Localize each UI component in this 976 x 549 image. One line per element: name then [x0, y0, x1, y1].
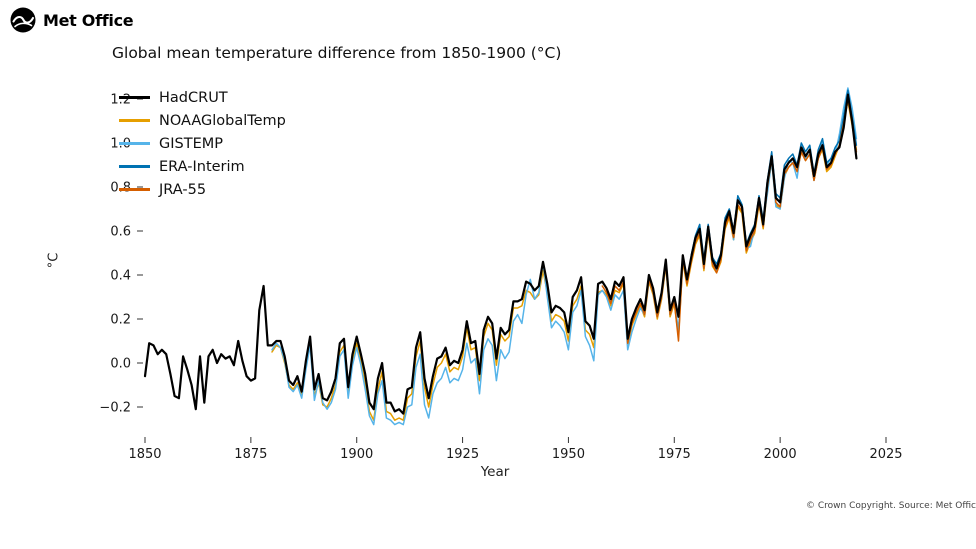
series-line-noaaglobaltemp	[271, 100, 858, 421]
legend-swatch-gistemp	[119, 142, 150, 145]
x-axis-label: Year	[480, 464, 510, 480]
legend-label: ERA-Interim	[159, 158, 245, 175]
y-tick-label: 0.8	[110, 181, 131, 196]
y-tick-label: 0.2	[110, 313, 131, 328]
legend-label: GISTEMP	[159, 135, 223, 152]
met-office-logo	[10, 7, 36, 33]
x-tick-label: 1950	[552, 447, 585, 462]
brand-header: Met Office	[10, 7, 134, 33]
x-tick-label: 1900	[340, 447, 373, 462]
legend-swatch-era-interim	[119, 165, 150, 168]
legend-label: JRA-55	[159, 181, 207, 198]
x-tick-label: 1850	[128, 447, 161, 462]
legend-item-hadcrut: HadCRUT	[119, 86, 286, 109]
y-tick-label: −0.2	[99, 401, 131, 416]
legend-item-jra-55: JRA-55	[119, 178, 286, 201]
legend-label: NOAAGlobalTemp	[159, 112, 286, 129]
legend-item-era-interim: ERA-Interim	[119, 155, 286, 178]
legend-item-noaaglobaltemp: NOAAGlobalTemp	[119, 109, 286, 132]
legend-label: HadCRUT	[159, 89, 228, 106]
y-tick-label: 0.6	[110, 225, 131, 240]
legend-swatch-hadcrut	[119, 96, 150, 99]
x-tick-label: 1975	[658, 447, 691, 462]
chart-legend: HadCRUT NOAAGlobalTemp GISTEMP ERA-Inter…	[119, 86, 286, 201]
series-line-gistemp	[271, 87, 858, 426]
x-tick-label: 1875	[234, 447, 267, 462]
x-tick-label: 2000	[764, 447, 797, 462]
x-tick-label: 2025	[869, 447, 902, 462]
y-axis-label: °C	[46, 252, 62, 269]
y-tick-label: 0.0	[110, 357, 131, 372]
y-tick-label: 0.4	[110, 269, 131, 284]
chart-title: Global mean temperature difference from …	[112, 44, 562, 62]
x-tick-label: 1925	[446, 447, 479, 462]
series-line-hadcrut	[143, 93, 858, 415]
legend-swatch-jra-55	[119, 188, 150, 191]
legend-item-gistemp: GISTEMP	[119, 132, 286, 155]
brand-name: Met Office	[43, 10, 134, 30]
copyright-notice: © Crown Copyright. Source: Met Office	[806, 501, 976, 511]
legend-swatch-noaaglobaltemp	[119, 119, 150, 122]
